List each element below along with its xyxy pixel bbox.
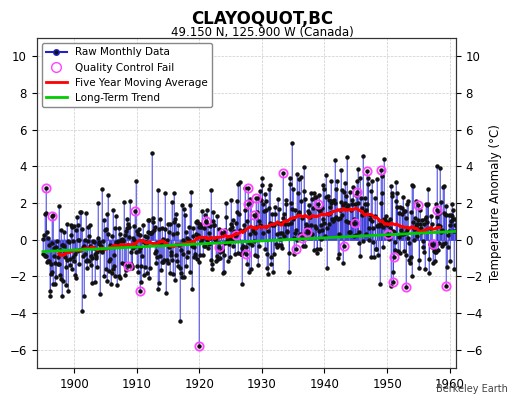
- Y-axis label: Temperature Anomaly (°C): Temperature Anomaly (°C): [488, 124, 501, 282]
- Text: Berkeley Earth: Berkeley Earth: [436, 384, 508, 394]
- Legend: Raw Monthly Data, Quality Control Fail, Five Year Moving Average, Long-Term Tren: Raw Monthly Data, Quality Control Fail, …: [42, 43, 212, 107]
- Text: CLAYOQUOT,BC: CLAYOQUOT,BC: [191, 10, 333, 28]
- Text: 49.150 N, 125.900 W (Canada): 49.150 N, 125.900 W (Canada): [171, 26, 353, 39]
